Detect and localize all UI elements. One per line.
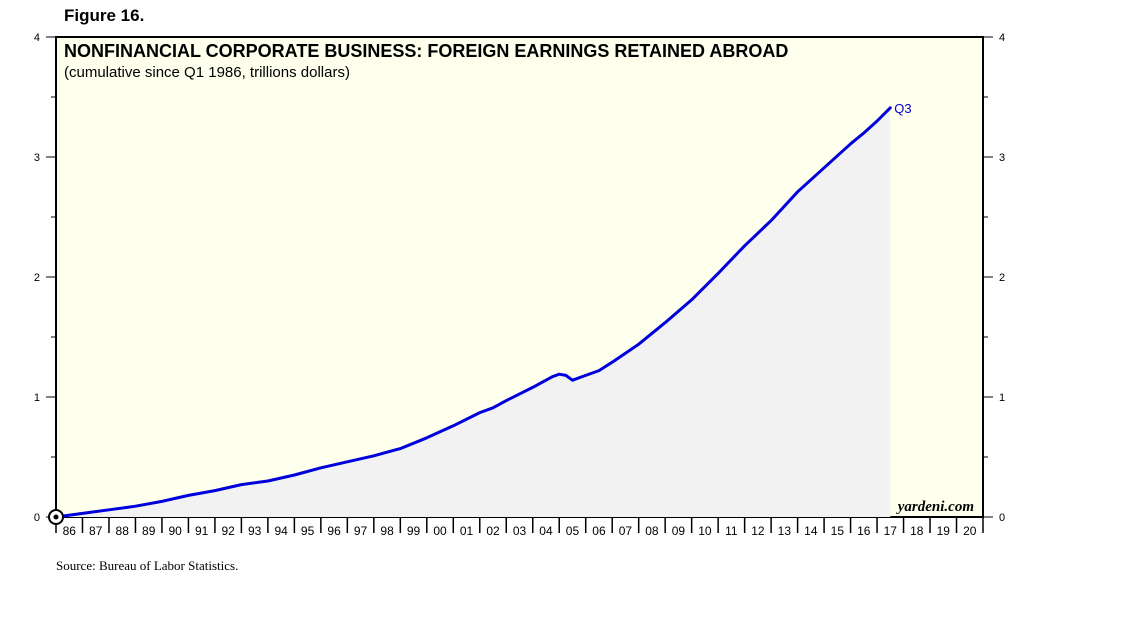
y-tick-label-right: 1 bbox=[999, 392, 1005, 404]
start-marker-dot bbox=[53, 514, 59, 520]
x-tick-label: 04 bbox=[539, 524, 553, 538]
x-tick-label: 89 bbox=[142, 524, 156, 538]
x-tick-label: 14 bbox=[804, 524, 818, 538]
x-tick-label: 94 bbox=[274, 524, 288, 538]
x-tick-label: 97 bbox=[354, 524, 368, 538]
start-point-marker bbox=[48, 509, 64, 525]
y-tick-label-left: 4 bbox=[34, 32, 40, 44]
x-tick-label: 16 bbox=[857, 524, 871, 538]
x-tick-label: 05 bbox=[566, 524, 580, 538]
last-point-label: Q3 bbox=[894, 101, 911, 116]
x-tick-label: 09 bbox=[672, 524, 686, 538]
x-tick-label: 18 bbox=[910, 524, 924, 538]
y-tick-label-right: 0 bbox=[999, 512, 1005, 524]
x-tick-label: 06 bbox=[592, 524, 606, 538]
x-tick-label: 15 bbox=[831, 524, 845, 538]
x-tick-label: 07 bbox=[619, 524, 633, 538]
figure-label: Figure 16. bbox=[64, 6, 145, 25]
y-tick-label-right: 2 bbox=[999, 272, 1005, 284]
x-tick-label: 01 bbox=[460, 524, 474, 538]
x-tick-label: 86 bbox=[63, 524, 77, 538]
y-tick-label-right: 3 bbox=[999, 152, 1005, 164]
x-tick-label: 93 bbox=[248, 524, 262, 538]
x-tick-label: 98 bbox=[380, 524, 394, 538]
x-tick-label: 88 bbox=[116, 524, 130, 538]
y-axis-left: 0 1 2 3 4 bbox=[34, 32, 56, 524]
x-tick-label: 96 bbox=[327, 524, 341, 538]
x-tick-label: 17 bbox=[884, 524, 898, 538]
x-tick-label: 12 bbox=[751, 524, 765, 538]
x-axis: 86 87 88 89 90 91 92 93 94 95 96 97 98 99 00 01 02 03 04 05… bbox=[55, 517, 984, 538]
x-tick-label: 20 bbox=[963, 524, 977, 538]
data-line bbox=[54, 106, 892, 519]
watermark: yardeni.com bbox=[896, 499, 974, 515]
x-tick-label: 13 bbox=[778, 524, 792, 538]
x-tick-label: 11 bbox=[725, 524, 738, 538]
x-tick-label: 08 bbox=[645, 524, 659, 538]
x-tick-label: 90 bbox=[169, 524, 183, 538]
x-tick-label: 19 bbox=[937, 524, 951, 538]
source-note: Source: Bureau of Labor Statistics. bbox=[56, 558, 239, 573]
data-area bbox=[56, 107, 891, 518]
x-tick-label: 02 bbox=[486, 524, 500, 538]
x-tick-label: 95 bbox=[301, 524, 315, 538]
y-tick-label-left: 2 bbox=[34, 272, 40, 284]
chart-title: NONFINANCIAL CORPORATE BUSINESS: FOREIGN… bbox=[64, 41, 788, 61]
x-tick-label: 03 bbox=[513, 524, 527, 538]
y-axis-right: 0 1 2 3 4 bbox=[983, 32, 1005, 524]
x-tick-label: 99 bbox=[407, 524, 421, 538]
y-tick-label-left: 1 bbox=[34, 392, 40, 404]
x-tick-label: 00 bbox=[433, 524, 447, 538]
x-tick-label: 92 bbox=[221, 524, 235, 538]
y-tick-label-left: 3 bbox=[34, 152, 40, 164]
x-tick-label: 91 bbox=[195, 524, 209, 538]
x-tick-label: 87 bbox=[89, 524, 103, 538]
chart-subtitle: (cumulative since Q1 1986, trillions dol… bbox=[64, 64, 350, 81]
y-tick-label-left: 0 bbox=[34, 512, 40, 524]
x-tick-label: 10 bbox=[698, 524, 712, 538]
y-tick-label-right: 4 bbox=[999, 32, 1005, 44]
